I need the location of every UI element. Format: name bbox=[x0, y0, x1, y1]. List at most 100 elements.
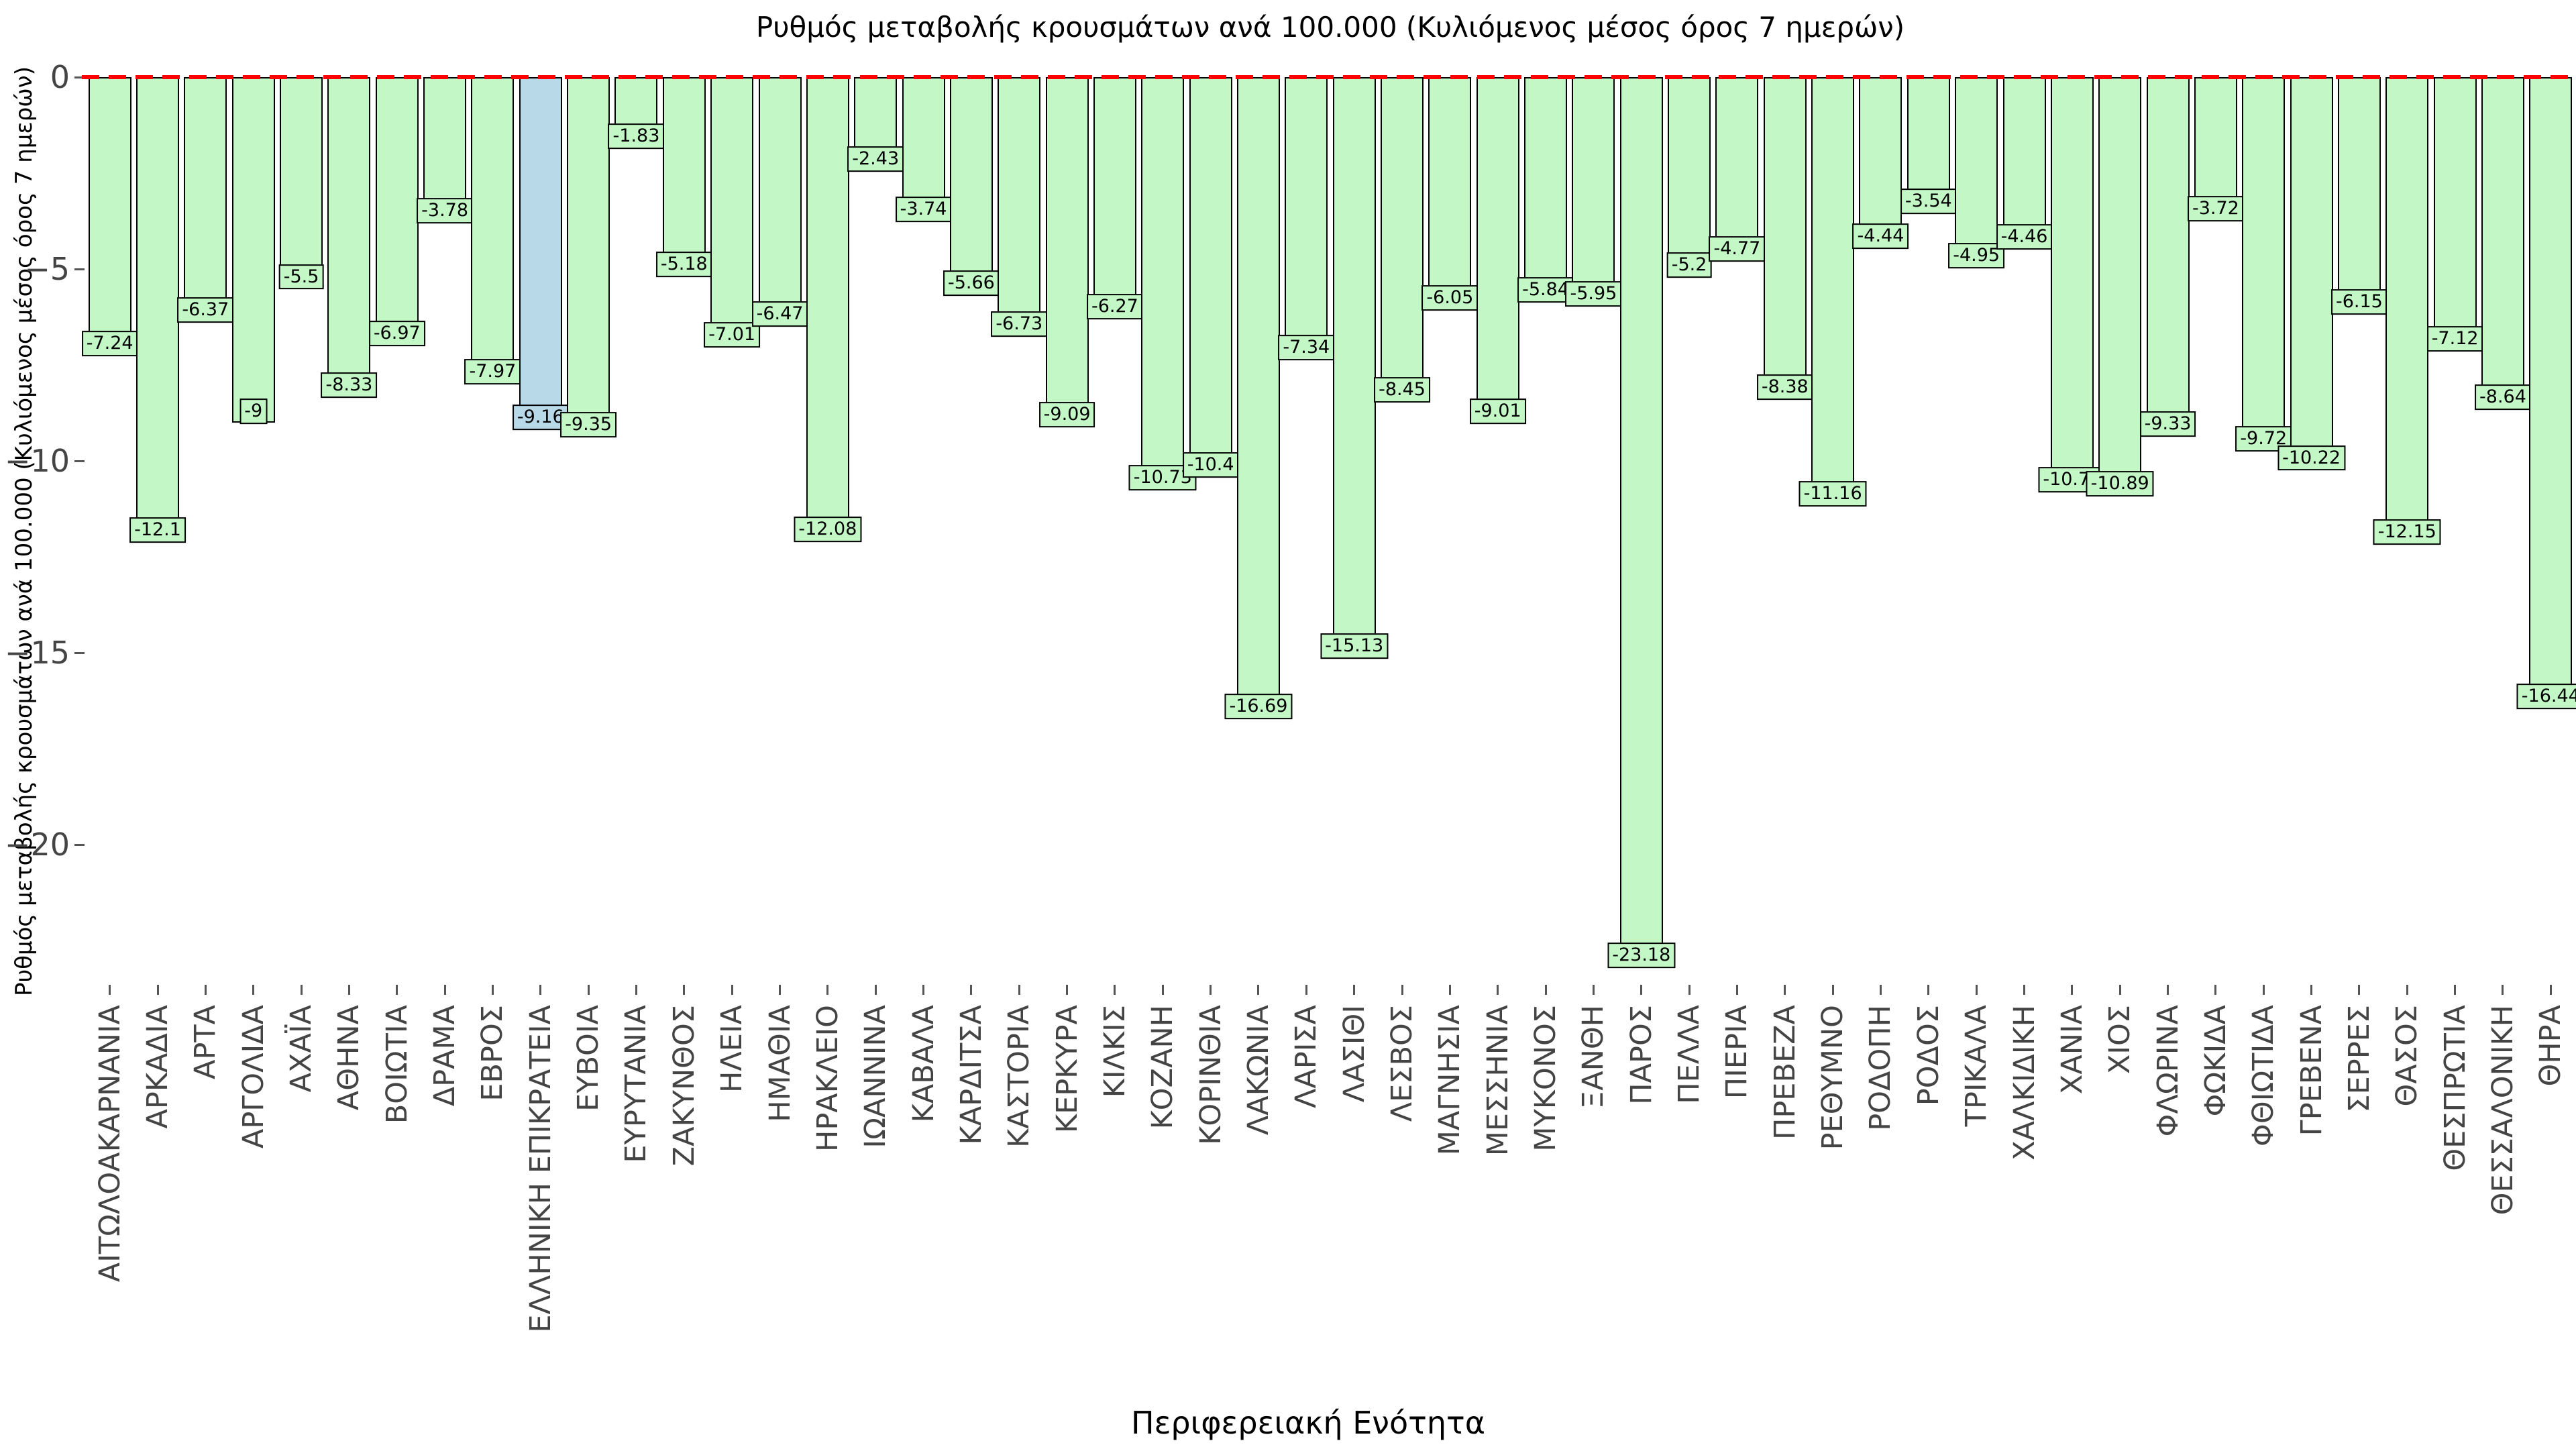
bar bbox=[1572, 77, 1615, 306]
x-tick-mark bbox=[1401, 985, 1403, 995]
bar-value-label: -8.38 bbox=[1756, 374, 1813, 400]
x-tick-label: ΚΑΣΤΟΡΙΑ bbox=[1002, 1005, 1036, 1148]
bar bbox=[998, 77, 1041, 335]
x-tick-label: ΧΑΛΚΙΔΙΚΗ bbox=[2007, 1005, 2041, 1161]
x-tick-label: ΠΡΕΒΕΖΑ bbox=[1768, 1005, 1802, 1140]
x-tick-label: ΑΡΚΑΔΙΑ bbox=[141, 1005, 175, 1129]
x-tick-mark bbox=[1353, 985, 1356, 995]
bar-value-label: -4.77 bbox=[1709, 235, 1766, 262]
bar bbox=[280, 77, 323, 288]
bar bbox=[1141, 77, 1185, 489]
x-tick-mark bbox=[2262, 985, 2265, 995]
bar bbox=[2242, 77, 2286, 450]
bar bbox=[471, 77, 515, 383]
bar bbox=[1524, 77, 1568, 302]
x-tick-label: ΚΟΡΙΝΘΙΑ bbox=[1193, 1005, 1228, 1145]
x-tick-label: ΗΜΑΘΙΑ bbox=[763, 1005, 797, 1122]
bar bbox=[1381, 77, 1424, 402]
x-tick-label: ΡΟΔΟΣ bbox=[1911, 1005, 1945, 1106]
x-tick-label: ΧΑΝΙΑ bbox=[2055, 1005, 2089, 1095]
x-tick-label: ΑΡΤΑ bbox=[189, 1005, 223, 1080]
bar-value-label: -6.47 bbox=[751, 301, 808, 327]
x-tick-label: ΜΕΣΣΗΝΙΑ bbox=[1481, 1005, 1515, 1157]
y-tick-label: 0 bbox=[50, 59, 70, 95]
bar bbox=[1811, 77, 1855, 506]
bar-value-label: -9.33 bbox=[2139, 411, 2196, 437]
x-tick-mark bbox=[1831, 985, 1834, 995]
bar-value-label: -11.16 bbox=[1799, 481, 1867, 507]
bar bbox=[1955, 77, 1998, 268]
bar bbox=[2098, 77, 2142, 495]
bar-value-label: -5.2 bbox=[1666, 252, 1712, 278]
bar-value-label: -4.44 bbox=[1852, 223, 1909, 249]
x-tick-label: ΚΕΡΚΥΡΑ bbox=[1050, 1005, 1084, 1134]
x-tick-mark bbox=[539, 985, 542, 995]
bar-value-label: -7.97 bbox=[464, 359, 521, 384]
bar bbox=[375, 77, 419, 345]
x-tick-label: ΠΕΛΛΑ bbox=[1672, 1005, 1707, 1104]
bar-value-label: -2.43 bbox=[847, 146, 904, 172]
bar-value-label: -16.44 bbox=[2516, 684, 2576, 710]
x-tick-label: ΗΛΕΙΑ bbox=[715, 1005, 749, 1093]
bar-value-label: -9.09 bbox=[1038, 402, 1095, 427]
x-tick-label: ΕΥΡΥΤΑΝΙΑ bbox=[619, 1005, 653, 1163]
x-tick-mark bbox=[156, 985, 159, 995]
bar bbox=[2385, 77, 2429, 543]
bar bbox=[758, 77, 802, 326]
bar-value-label: -3.74 bbox=[895, 197, 952, 222]
y-tick-mark bbox=[74, 76, 85, 78]
bar bbox=[1763, 77, 1807, 399]
x-tick-mark bbox=[922, 985, 925, 995]
bar-value-label: -6.15 bbox=[2331, 288, 2387, 315]
x-tick-mark bbox=[1161, 985, 1164, 995]
x-tick-label: ΛΑΡΙΣΑ bbox=[1289, 1005, 1324, 1109]
bar-value-label: -9.35 bbox=[560, 411, 617, 437]
bar bbox=[2290, 77, 2333, 470]
x-tick-mark bbox=[1975, 985, 1978, 995]
x-tick-label: ΛΑΣΙΘΙ bbox=[1337, 1005, 1371, 1103]
y-tick-mark bbox=[74, 268, 85, 270]
x-tick-label: ΑΙΤΩΛΟΑΚΑΡΝΑΝΙΑ bbox=[93, 1005, 127, 1283]
x-tick-mark bbox=[204, 985, 207, 995]
bar bbox=[1859, 77, 1902, 248]
y-tick-label: −15 bbox=[4, 635, 70, 671]
bar bbox=[567, 77, 610, 436]
bar bbox=[710, 77, 754, 346]
x-tick-label: ΧΙΟΣ bbox=[2103, 1005, 2137, 1075]
x-tick-mark bbox=[2167, 985, 2169, 995]
bar-value-label: -10.4 bbox=[1182, 452, 1239, 478]
x-tick-label: ΠΑΡΟΣ bbox=[1624, 1005, 1658, 1105]
bar-value-label: -12.08 bbox=[794, 517, 862, 542]
bar bbox=[1332, 77, 1376, 658]
bar bbox=[231, 77, 275, 423]
x-tick-label: ΖΑΚΥΝΘΟΣ bbox=[667, 1005, 701, 1167]
x-axis-title: Περιφερειακή Ενότητα bbox=[1130, 1405, 1486, 1441]
bar-value-label: -1.83 bbox=[608, 123, 665, 149]
bar-value-label: -7.01 bbox=[704, 322, 761, 347]
x-tick-mark bbox=[1210, 985, 1212, 995]
bar-value-label: -15.13 bbox=[1320, 633, 1389, 659]
bar-value-label: -9 bbox=[239, 398, 268, 424]
bar-value-label: -7.34 bbox=[1278, 334, 1335, 360]
bar-value-label: -16.69 bbox=[1224, 693, 1293, 719]
x-tick-mark bbox=[1305, 985, 1307, 995]
x-tick-mark bbox=[1879, 985, 1882, 995]
x-tick-mark bbox=[1688, 985, 1690, 995]
x-tick-label: ΤΡΙΚΑΛΑ bbox=[1960, 1005, 1994, 1127]
x-tick-label: ΚΑΡΔΙΤΣΑ bbox=[954, 1005, 988, 1145]
x-tick-label: ΛΑΚΩΝΙΑ bbox=[1241, 1005, 1275, 1136]
bar-value-label: -5.84 bbox=[1517, 277, 1574, 303]
x-tick-mark bbox=[1018, 985, 1020, 995]
x-tick-mark bbox=[1735, 985, 1738, 995]
x-tick-mark bbox=[731, 985, 733, 995]
x-tick-mark bbox=[1544, 985, 1547, 995]
bar-value-label: -6.73 bbox=[991, 311, 1048, 337]
x-tick-mark bbox=[779, 985, 782, 995]
x-tick-mark bbox=[2118, 985, 2121, 995]
bar-value-label: -3.54 bbox=[1900, 189, 1957, 215]
bar-value-label: -5.66 bbox=[943, 270, 1000, 296]
bar bbox=[136, 77, 180, 542]
x-tick-label: ΘΗΡΑ bbox=[2534, 1005, 2568, 1087]
bar-value-label: -9.01 bbox=[1469, 398, 1526, 425]
